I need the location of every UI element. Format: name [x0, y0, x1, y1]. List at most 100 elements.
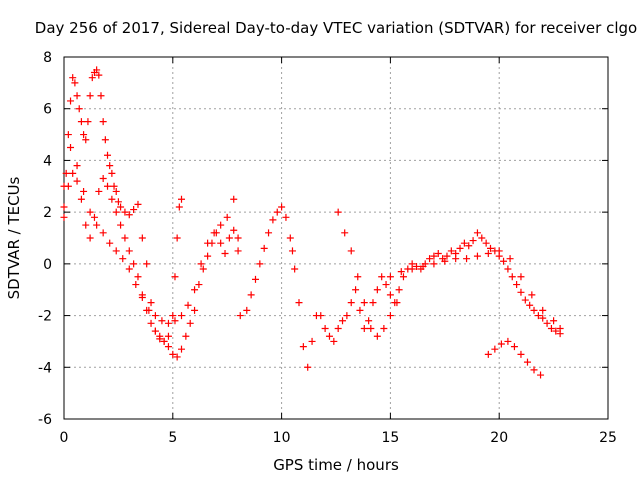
data-point — [325, 332, 333, 340]
data-point — [104, 182, 112, 190]
data-point — [395, 286, 403, 294]
data-point — [104, 151, 112, 159]
data-point — [121, 234, 129, 242]
data-point — [373, 332, 381, 340]
data-point — [460, 239, 468, 247]
data-point — [234, 234, 242, 242]
data-point — [234, 247, 242, 255]
data-point — [537, 371, 545, 379]
data-point — [393, 299, 401, 307]
data-point — [473, 252, 481, 260]
data-point — [513, 281, 521, 289]
data-point — [299, 343, 307, 351]
data-point — [67, 97, 75, 105]
data-point — [108, 195, 116, 203]
data-point — [521, 296, 529, 304]
data-point — [132, 281, 140, 289]
data-point — [147, 299, 155, 307]
data-point — [106, 239, 114, 247]
data-point — [447, 247, 455, 255]
data-point — [517, 288, 525, 296]
x-tick-label: 10 — [273, 430, 291, 446]
data-points — [60, 66, 564, 379]
data-point — [304, 363, 312, 371]
y-tick-label: 4 — [43, 153, 52, 169]
data-point — [108, 169, 116, 177]
data-point — [169, 312, 177, 320]
data-point — [184, 301, 192, 309]
data-point — [173, 234, 181, 242]
data-point — [347, 247, 355, 255]
data-point — [80, 131, 88, 139]
data-point — [125, 211, 133, 219]
data-point — [75, 105, 83, 113]
data-point — [225, 234, 233, 242]
data-point — [93, 66, 101, 74]
data-point — [95, 187, 103, 195]
data-point — [86, 92, 94, 100]
plot-frame — [63, 56, 609, 420]
data-point — [288, 247, 296, 255]
data-point — [317, 312, 325, 320]
data-point — [62, 169, 70, 177]
data-point — [265, 229, 273, 237]
data-point — [77, 118, 85, 126]
data-point — [110, 182, 118, 190]
data-point — [101, 136, 109, 144]
data-point — [173, 353, 181, 361]
data-point — [430, 252, 438, 260]
data-point — [463, 255, 471, 263]
data-point — [125, 265, 133, 273]
data-point — [273, 208, 281, 216]
data-point — [80, 187, 88, 195]
data-point — [106, 162, 114, 170]
data-point — [373, 286, 381, 294]
x-axis-label: GPS time / hours — [273, 456, 399, 474]
data-point — [221, 250, 229, 258]
series-track-6 — [317, 229, 564, 345]
series-track-9 — [334, 208, 401, 340]
data-point — [486, 244, 494, 252]
data-point — [556, 325, 564, 332]
data-point — [365, 317, 373, 325]
data-point — [212, 229, 220, 237]
data-point — [530, 306, 538, 314]
data-point — [130, 260, 138, 268]
data-point — [156, 332, 164, 340]
data-point — [382, 281, 390, 289]
data-point — [197, 260, 205, 268]
data-point — [230, 226, 238, 234]
data-point — [151, 327, 159, 335]
series-track-7 — [386, 247, 564, 332]
data-point — [295, 299, 303, 307]
data-point — [347, 299, 355, 307]
data-point — [208, 239, 216, 247]
data-point — [484, 350, 492, 358]
ticks — [63, 56, 609, 420]
tick-labels: 0 5 10 15 20 25 -6 -4 -2 0 2 4 6 8 — [38, 50, 617, 446]
data-point — [86, 234, 94, 242]
data-point — [508, 273, 516, 281]
data-point — [523, 358, 531, 366]
data-point — [99, 175, 107, 183]
data-point — [119, 255, 127, 263]
data-point — [386, 291, 394, 299]
data-point — [504, 337, 512, 345]
data-point — [321, 325, 329, 332]
data-point — [534, 312, 542, 320]
data-point — [217, 221, 225, 229]
data-point — [260, 244, 268, 252]
data-point — [367, 325, 375, 332]
data-point — [164, 343, 172, 351]
data-point — [99, 118, 107, 126]
data-point — [171, 273, 179, 281]
data-point — [443, 252, 451, 260]
data-point — [77, 195, 85, 203]
data-point — [64, 131, 72, 139]
data-point — [500, 257, 508, 265]
data-point — [117, 221, 125, 229]
data-point — [69, 169, 77, 177]
data-point — [236, 312, 244, 320]
data-point — [491, 345, 499, 353]
data-point — [191, 286, 199, 294]
